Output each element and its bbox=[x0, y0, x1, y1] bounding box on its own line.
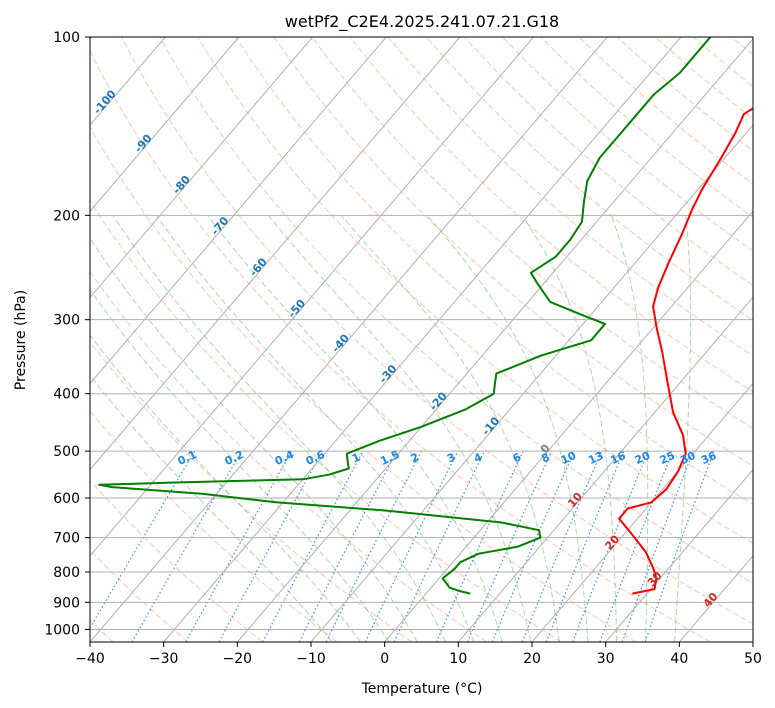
mixing-ratio-label: 25 bbox=[658, 449, 677, 467]
moist-adiabat-line bbox=[90, 288, 390, 642]
x-tick-label: 30 bbox=[597, 651, 615, 667]
x-axis-ticks: −40 −30 −20 −10 0 10 20 30 40 50 bbox=[75, 642, 762, 667]
y-tick-label: 800 bbox=[53, 565, 80, 581]
isotherm-line bbox=[90, 37, 534, 557]
plot-frame bbox=[89, 36, 754, 643]
pressure-gridlines bbox=[90, 37, 753, 630]
dry-adiabat-line bbox=[90, 341, 413, 642]
moist-adiabat-line bbox=[427, 214, 589, 642]
x-tick-label: −10 bbox=[296, 651, 326, 667]
moist-adiabats bbox=[90, 214, 692, 642]
mixing-ratio-label: 13 bbox=[586, 449, 605, 467]
mixing-ratio-label: 36 bbox=[699, 449, 719, 467]
y-tick-label: 200 bbox=[53, 208, 80, 224]
x-tick-label: 0 bbox=[380, 651, 389, 667]
isotherm-line bbox=[310, 124, 753, 642]
mixing-ratio-line bbox=[521, 450, 603, 642]
x-tick-label: 40 bbox=[670, 651, 688, 667]
mixing-ratio-line bbox=[218, 450, 323, 642]
moist-adiabat-line bbox=[90, 374, 333, 642]
isotherm-line bbox=[90, 37, 608, 642]
x-tick-label: 50 bbox=[744, 651, 762, 667]
isotherm-line bbox=[90, 37, 313, 299]
mixing-ratio-line bbox=[185, 450, 293, 642]
moist-adiabat-line bbox=[674, 215, 692, 642]
sounding-series bbox=[98, 37, 753, 595]
mixing-ratio-line bbox=[644, 450, 715, 642]
y-tick-label: 1000 bbox=[44, 622, 80, 638]
dry-adiabat-line bbox=[197, 37, 753, 544]
y-tick-label: 600 bbox=[53, 491, 80, 507]
moist-adiabat-line bbox=[267, 214, 532, 642]
mixing-ratio-line bbox=[262, 450, 364, 642]
isotherm-line bbox=[457, 296, 753, 642]
dry-adiabat-line bbox=[90, 126, 637, 642]
mixing-ratio-label: 30 bbox=[678, 449, 698, 467]
dry-adiabat-line bbox=[235, 37, 753, 505]
moist-adiabat-line bbox=[610, 215, 649, 642]
dry-adiabat-line bbox=[90, 271, 487, 642]
y-tick-label: 900 bbox=[53, 595, 80, 611]
mixing-ratio-label: 20 bbox=[633, 449, 653, 467]
x-tick-label: −40 bbox=[75, 651, 105, 667]
dry-adiabat-line bbox=[90, 479, 263, 642]
plot-area: 0.1 0.2 0.4 0.6 1 1.5 2 3 4 6 8 10 13 16 20 25 30 36-100-… bbox=[90, 37, 753, 642]
isotherm-line bbox=[531, 382, 753, 642]
isotherm-line bbox=[384, 210, 753, 642]
isotherm-line bbox=[236, 38, 753, 642]
mixing-ratio-line bbox=[599, 450, 674, 642]
isotherm-line bbox=[605, 468, 753, 642]
mixing-ratio-line bbox=[572, 450, 649, 642]
moist-adiabat-line bbox=[90, 334, 361, 642]
dry-adiabat-line bbox=[90, 199, 562, 642]
isotherm-line bbox=[90, 37, 387, 385]
x-tick-label: −30 bbox=[149, 651, 179, 667]
moist-adiabat-line bbox=[90, 237, 418, 642]
moist-adiabat-line bbox=[340, 214, 560, 642]
isotherm-line bbox=[90, 37, 240, 212]
isotherm-line bbox=[163, 37, 682, 642]
dry-adiabat-line bbox=[349, 37, 753, 393]
mixing-ratio-line bbox=[545, 450, 625, 642]
y-axis-label: Pressure (hPa) bbox=[13, 290, 29, 390]
dry-adiabats bbox=[90, 37, 753, 642]
dry-adiabat-line bbox=[426, 37, 753, 321]
dry-adiabat-line bbox=[90, 410, 338, 642]
x-tick-label: −20 bbox=[223, 651, 253, 667]
mixing-ratio-line bbox=[621, 450, 694, 642]
x-tick-label: 10 bbox=[449, 651, 467, 667]
mixing-ratio-line bbox=[325, 450, 423, 642]
mixing-ratio-lines bbox=[90, 450, 715, 642]
isotherms bbox=[90, 37, 753, 642]
y-tick-label: 100 bbox=[53, 30, 80, 46]
mixing-ratio-label: 10 bbox=[559, 449, 579, 467]
chart-title: wetPf2_C2E4.2025.241.07.21.G18 bbox=[285, 12, 559, 32]
y-tick-label: 500 bbox=[53, 444, 80, 460]
x-tick-label: 20 bbox=[523, 651, 541, 667]
dry-adiabat-line bbox=[311, 37, 753, 430]
moist-adiabat-line bbox=[155, 215, 475, 642]
temperature-profile-line bbox=[618, 107, 753, 595]
isotherm-line bbox=[90, 37, 461, 471]
dry-adiabat-line bbox=[90, 49, 711, 642]
y-tick-label: 400 bbox=[53, 387, 80, 403]
moist-adiabat-line bbox=[521, 215, 618, 642]
mixing-ratio-line bbox=[466, 450, 553, 642]
y-tick-label: 700 bbox=[53, 531, 80, 547]
y-tick-label: 300 bbox=[53, 313, 80, 329]
mixing-ratio-label: 16 bbox=[608, 449, 628, 467]
x-axis-label: Temperature (°C) bbox=[361, 681, 483, 697]
dewpoint-profile-line bbox=[98, 37, 712, 595]
y-axis-ticks: 100 200 300 400 500 600 700 800 900 1000 bbox=[44, 30, 90, 638]
